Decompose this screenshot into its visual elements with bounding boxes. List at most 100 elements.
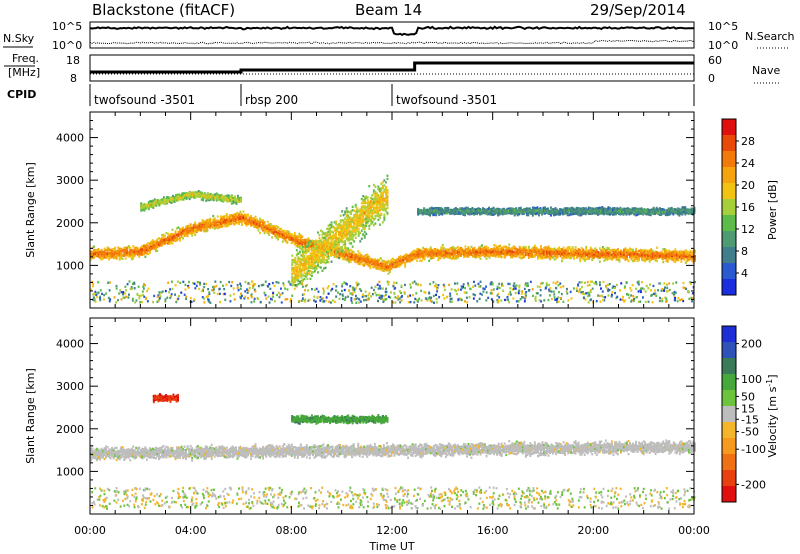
heatmap-cell	[277, 236, 280, 239]
heatmap-cell	[201, 228, 204, 231]
heatmap-cell	[290, 241, 293, 244]
heatmap-cell	[170, 241, 172, 245]
heatmap-cell	[244, 217, 246, 220]
heatmap-cell	[618, 260, 621, 263]
heatmap-cell	[348, 261, 351, 264]
heatmap-cell	[464, 248, 467, 251]
heatmap-cell	[198, 227, 201, 230]
heatmap-cell	[148, 251, 151, 254]
freq-panel-frame	[89, 54, 695, 82]
heatmap-cell	[437, 253, 440, 257]
heatmap-cell	[263, 226, 266, 229]
heatmap-cell	[189, 229, 192, 232]
heatmap-cell	[156, 238, 159, 241]
heatmap-cell	[123, 254, 126, 257]
heatmap-cell	[235, 222, 237, 225]
heatmap-cell	[429, 246, 432, 249]
power-heatmap-cells	[90, 174, 696, 304]
heatmap-cell	[272, 229, 275, 232]
heatmap-cell	[456, 255, 459, 258]
heatmap-cell	[112, 247, 115, 251]
heatmap-cell	[482, 246, 485, 250]
heatmap-cell	[478, 246, 481, 249]
heatmap-cell	[292, 234, 295, 238]
heatmap-cell	[118, 248, 121, 251]
heatmap-cell	[245, 222, 248, 225]
heatmap-cell	[366, 254, 369, 257]
heatmap-cell	[228, 214, 231, 217]
heatmap-cell	[118, 253, 121, 256]
heatmap-cell	[422, 252, 425, 256]
noise-panel-frame	[89, 21, 695, 49]
heatmap-cell	[224, 215, 227, 218]
heatmap-cell	[148, 245, 151, 248]
heatmap-cell	[145, 244, 148, 248]
freq-right-label: Nave	[752, 64, 780, 77]
heatmap-cell	[357, 259, 360, 262]
heatmap-cell	[212, 214, 215, 218]
heatmap-cell	[411, 257, 414, 261]
heatmap-cell	[473, 249, 476, 253]
heatmap-cell	[470, 253, 473, 256]
heatmap-cell	[158, 237, 160, 240]
heatmap-cell	[206, 225, 209, 228]
heatmap-cell	[126, 251, 129, 254]
heatmap-cell	[145, 249, 148, 252]
heatmap-cell	[180, 227, 183, 231]
heatmap-cell	[417, 249, 420, 252]
heatmap-cell	[364, 262, 367, 265]
heatmap-cell	[354, 255, 357, 258]
heatmap-cell	[154, 247, 157, 250]
heatmap-cell	[379, 267, 382, 270]
heatmap-cell	[213, 221, 216, 224]
heatmap-cell	[219, 225, 222, 228]
heatmap-cell	[225, 213, 228, 216]
heatmap-cell	[662, 261, 665, 264]
freq-right-tick-top: 60	[708, 54, 722, 67]
heatmap-cell	[345, 252, 348, 256]
heatmap-cell	[235, 217, 237, 220]
heatmap-cell	[627, 259, 630, 263]
heatmap-cell	[209, 218, 212, 222]
heatmap-cell	[656, 259, 659, 263]
heatmap-cell	[460, 253, 462, 256]
heatmap-cell	[127, 255, 130, 258]
heatmap-cell	[244, 216, 246, 219]
heatmap-cell	[384, 269, 387, 272]
heatmap-cell	[375, 264, 378, 267]
heatmap-cell	[461, 250, 464, 254]
sky-noise-trace	[89, 25, 695, 37]
heatmap-cell	[145, 251, 148, 254]
heatmap-cell	[174, 234, 177, 237]
heatmap-cell	[404, 265, 407, 268]
heatmap-cell	[473, 253, 476, 257]
heatmap-cell	[231, 216, 234, 219]
heatmap-cell	[441, 243, 444, 247]
heatmap-cell	[473, 255, 476, 259]
heatmap-cell	[147, 242, 150, 245]
heatmap-cell	[393, 265, 396, 269]
heatmap-cell	[360, 262, 363, 265]
heatmap-cell	[381, 264, 384, 267]
heatmap-cell	[253, 223, 256, 226]
heatmap-cell	[299, 234, 302, 237]
heatmap-cell	[414, 257, 417, 260]
heatmap-cell	[177, 226, 180, 229]
heatmap-cell	[148, 250, 151, 253]
freq-left-tick-top: 18	[66, 54, 80, 67]
heatmap-cell	[154, 240, 157, 243]
heatmap-cell	[266, 226, 269, 229]
heatmap-cell	[204, 220, 207, 223]
heatmap-cell	[437, 256, 440, 259]
heatmap-cell	[268, 228, 271, 231]
heatmap-cell	[91, 256, 94, 260]
heatmap-cell	[108, 258, 111, 261]
heatmap-cell	[392, 262, 394, 266]
heatmap-cell	[133, 254, 136, 257]
heatmap-cell	[387, 269, 390, 272]
heatmap-cell	[127, 245, 130, 248]
heatmap-cell	[346, 249, 349, 252]
heatmap-cell	[420, 259, 423, 263]
heatmap-cell	[225, 220, 228, 224]
heatmap-cell	[666, 260, 669, 263]
